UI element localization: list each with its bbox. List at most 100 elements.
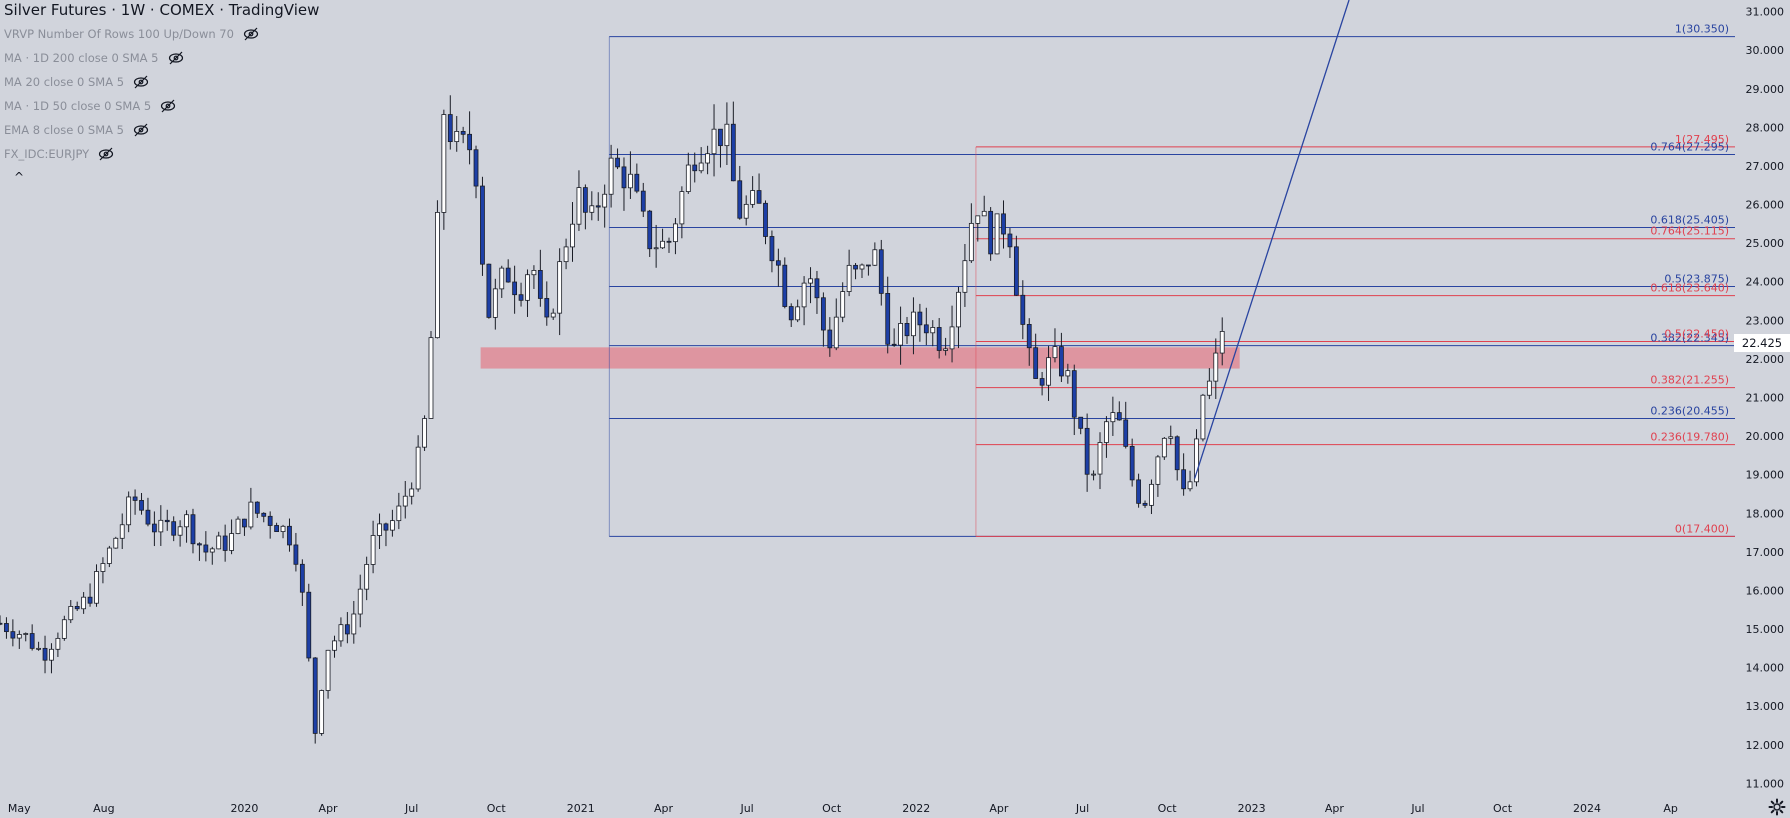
time-axis[interactable]: May Aug 2020 Apr Jul Oct 2021 Apr Jul Oct 2022 Apr J… bbox=[8, 802, 1678, 815]
time-axis-label: Oct bbox=[487, 802, 507, 815]
indicator-label: MA · 1D 50 close 0 SMA 5 bbox=[4, 99, 152, 113]
indicator-ema-8[interactable]: EMA 8 close 0 SMA 5 bbox=[4, 118, 319, 142]
candle bbox=[151, 511, 157, 547]
candle bbox=[808, 267, 813, 304]
eye-crossed-icon[interactable] bbox=[133, 123, 149, 137]
candle bbox=[1136, 473, 1141, 508]
time-axis-label: 2021 bbox=[567, 802, 595, 815]
candle-body bbox=[775, 260, 781, 266]
candle-body bbox=[505, 267, 511, 283]
candle bbox=[692, 152, 698, 183]
candle-body bbox=[351, 613, 357, 635]
candle bbox=[1039, 371, 1045, 396]
price-axis-label: 25.000 bbox=[1746, 237, 1785, 250]
trendline[interactable] bbox=[1194, 0, 1350, 479]
chart-legend: Silver Futures · 1W · COMEX · TradingVie… bbox=[4, 0, 319, 185]
price-axis-label: 18.000 bbox=[1746, 507, 1785, 520]
legend-collapse-button[interactable]: ^ bbox=[14, 170, 25, 184]
candle bbox=[1187, 470, 1193, 492]
candle bbox=[23, 632, 29, 642]
candle-body bbox=[209, 548, 215, 553]
candle-body bbox=[1181, 469, 1187, 490]
trendline-layer[interactable] bbox=[1194, 0, 1350, 479]
eye-crossed-icon[interactable] bbox=[133, 75, 149, 89]
candle bbox=[486, 263, 492, 319]
candle-body bbox=[126, 496, 132, 526]
candle-body bbox=[653, 247, 659, 250]
candle bbox=[653, 224, 659, 268]
candle bbox=[840, 282, 846, 323]
candle bbox=[570, 202, 575, 262]
candle-body bbox=[61, 619, 67, 639]
candle bbox=[55, 632, 61, 657]
candle-body bbox=[132, 496, 138, 501]
indicator-ma-50[interactable]: MA · 1D 50 close 0 SMA 5 bbox=[4, 94, 319, 118]
candle bbox=[505, 259, 511, 283]
candle bbox=[87, 583, 93, 607]
candle-body bbox=[338, 624, 344, 642]
price-axis-label: 20.000 bbox=[1746, 430, 1785, 443]
candle bbox=[184, 510, 189, 543]
indicator-eurjpy[interactable]: FX_IDC:EURJPY bbox=[4, 142, 319, 166]
candle bbox=[1013, 235, 1019, 296]
candle bbox=[1091, 470, 1096, 481]
candle bbox=[634, 163, 640, 194]
candle-body bbox=[1200, 394, 1206, 440]
candle-body bbox=[0, 622, 3, 625]
candle bbox=[428, 331, 434, 419]
candle-body bbox=[628, 173, 633, 189]
eye-crossed-icon[interactable] bbox=[98, 147, 114, 161]
candle-body bbox=[814, 278, 820, 299]
candle bbox=[795, 299, 801, 323]
candle bbox=[975, 215, 981, 242]
candle bbox=[447, 95, 453, 150]
price-axis[interactable]: 31.000 30.000 29.000 28.000 27.000 26.000 25.0… bbox=[1746, 6, 1785, 791]
candle bbox=[29, 624, 35, 651]
candle-body bbox=[975, 215, 981, 224]
candle bbox=[756, 173, 762, 204]
candle bbox=[737, 165, 743, 220]
candle-body bbox=[512, 281, 518, 296]
time-axis-label: Ap bbox=[1663, 802, 1678, 815]
price-axis-label: 24.000 bbox=[1746, 276, 1785, 289]
price-axis-label: 21.000 bbox=[1746, 392, 1785, 405]
fibonacci-layer bbox=[608, 36, 1735, 537]
candle-body bbox=[718, 128, 723, 147]
indicator-ma-200[interactable]: MA · 1D 200 close 0 SMA 5 bbox=[4, 46, 319, 70]
current-price-tag: 22.425 bbox=[1734, 333, 1790, 352]
candle-body bbox=[808, 278, 813, 284]
gear-icon[interactable] bbox=[1768, 798, 1786, 816]
candle-body bbox=[158, 519, 164, 533]
candle-body bbox=[563, 246, 569, 263]
candle-body bbox=[962, 260, 968, 293]
candle-body bbox=[602, 193, 608, 208]
candle bbox=[312, 657, 318, 744]
candle-body bbox=[788, 306, 794, 321]
candle bbox=[685, 152, 691, 194]
candle bbox=[1078, 416, 1084, 435]
candle-body bbox=[705, 153, 710, 164]
time-axis-label: Jul bbox=[1410, 802, 1424, 815]
candle bbox=[467, 111, 472, 165]
candle-body bbox=[769, 236, 775, 262]
candle-body bbox=[441, 114, 447, 213]
time-axis-label: 2020 bbox=[230, 802, 258, 815]
candle bbox=[248, 487, 254, 530]
candle bbox=[615, 148, 620, 170]
eye-crossed-icon[interactable] bbox=[168, 51, 184, 65]
eye-crossed-icon[interactable] bbox=[243, 27, 259, 41]
candle bbox=[0, 615, 3, 626]
eye-crossed-icon[interactable] bbox=[160, 99, 176, 113]
indicator-vrvp[interactable]: VRVP Number Of Rows 100 Up/Down 70 bbox=[4, 22, 319, 46]
candle-body bbox=[94, 571, 99, 604]
candle bbox=[145, 497, 151, 527]
indicator-ma-20[interactable]: MA 20 close 0 SMA 5 bbox=[4, 70, 319, 94]
candle-body bbox=[473, 149, 479, 187]
candle-body bbox=[16, 634, 22, 639]
candle-body bbox=[673, 223, 678, 243]
candle-body bbox=[750, 190, 756, 205]
candle-body bbox=[274, 525, 280, 532]
candle-body bbox=[660, 240, 665, 249]
candle-body bbox=[923, 324, 929, 334]
